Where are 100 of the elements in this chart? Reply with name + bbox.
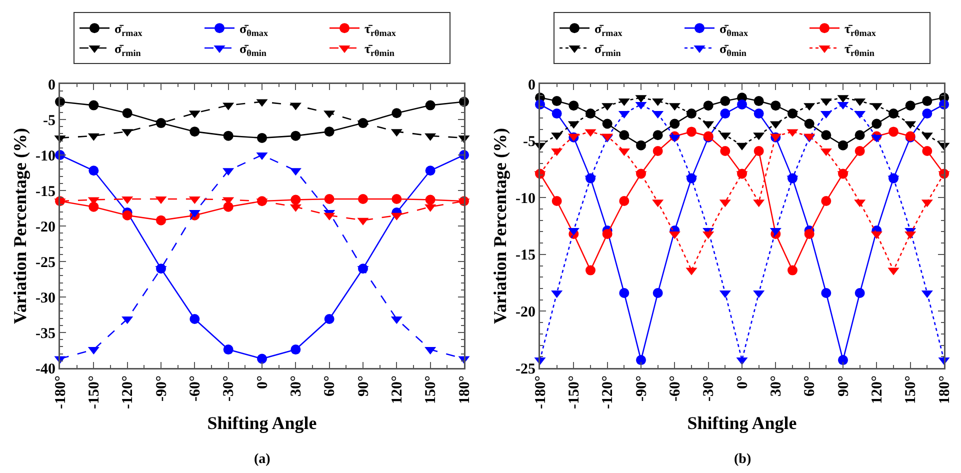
point bbox=[652, 288, 663, 298]
point bbox=[568, 100, 579, 111]
point bbox=[552, 196, 562, 206]
x-tick-label: -150° bbox=[86, 376, 103, 409]
y-tick-label: -5 bbox=[43, 112, 56, 129]
point bbox=[636, 140, 646, 150]
point bbox=[854, 130, 865, 140]
x-tick-label: 180° bbox=[936, 376, 953, 404]
point bbox=[888, 126, 898, 137]
point bbox=[720, 108, 730, 119]
x-tick-label: 0° bbox=[254, 376, 271, 389]
point bbox=[636, 355, 646, 366]
point bbox=[838, 140, 848, 150]
point bbox=[257, 354, 267, 364]
point bbox=[88, 166, 99, 176]
point bbox=[821, 288, 832, 298]
y-axis-title: Variation Percentage (%) bbox=[10, 128, 30, 324]
x-tick-label: -120° bbox=[600, 376, 616, 409]
point bbox=[324, 314, 334, 324]
point bbox=[223, 130, 234, 141]
point bbox=[190, 126, 200, 137]
y-axis-title: Variation Percentage (%) bbox=[490, 128, 510, 324]
point bbox=[425, 194, 436, 205]
x-tick-label: 150° bbox=[903, 376, 920, 404]
point bbox=[122, 108, 132, 118]
point bbox=[905, 100, 916, 111]
x-tick-label: 60° bbox=[322, 376, 338, 396]
point bbox=[922, 96, 932, 106]
y-tick-label: -15 bbox=[516, 248, 536, 264]
point bbox=[821, 196, 832, 206]
point bbox=[788, 265, 798, 276]
point bbox=[703, 100, 714, 111]
x-tick-label: 180° bbox=[456, 376, 473, 404]
point bbox=[223, 202, 234, 212]
point bbox=[223, 344, 234, 355]
point bbox=[804, 228, 814, 239]
point bbox=[190, 314, 200, 324]
point bbox=[770, 100, 781, 111]
x-tick-label: 90° bbox=[356, 376, 372, 396]
x-tick-label: 120° bbox=[870, 376, 886, 404]
point bbox=[358, 194, 368, 204]
point bbox=[652, 130, 663, 140]
point bbox=[392, 108, 402, 118]
point bbox=[425, 100, 436, 110]
x-tick-label: 90° bbox=[836, 376, 852, 396]
point bbox=[122, 210, 132, 220]
y-tick-label: -10 bbox=[36, 148, 56, 164]
point bbox=[257, 132, 267, 143]
point bbox=[290, 344, 301, 355]
point bbox=[652, 146, 663, 156]
point bbox=[552, 96, 562, 106]
point bbox=[854, 146, 865, 156]
x-axis-title: Shifting Angle bbox=[207, 412, 317, 433]
point bbox=[922, 108, 932, 119]
x-tick-label: -30° bbox=[701, 376, 718, 402]
x-tick-label: -90° bbox=[634, 376, 650, 402]
point bbox=[602, 228, 612, 239]
x-tick-label: -60° bbox=[668, 376, 684, 402]
point bbox=[602, 118, 612, 129]
x-tick-label: -180° bbox=[52, 376, 69, 409]
x-tick-label: -30° bbox=[221, 376, 238, 402]
point bbox=[754, 96, 764, 106]
point bbox=[552, 108, 562, 119]
x-axis-title: Shifting Angle bbox=[687, 412, 797, 433]
x-tick-label: 30° bbox=[768, 376, 785, 396]
y-tick-label: -20 bbox=[36, 219, 56, 236]
point bbox=[670, 118, 680, 129]
x-tick-label: -150° bbox=[566, 376, 583, 409]
x-tick-label: 30° bbox=[288, 376, 305, 396]
point bbox=[821, 130, 832, 140]
y-tick-label: -15 bbox=[36, 184, 56, 200]
point bbox=[619, 130, 630, 140]
point bbox=[619, 288, 630, 298]
y-tick-label: -25 bbox=[36, 254, 56, 271]
point bbox=[156, 215, 166, 226]
point bbox=[838, 355, 848, 366]
y-tick-label: -20 bbox=[516, 304, 536, 320]
point bbox=[290, 130, 301, 141]
point bbox=[720, 96, 730, 106]
y-tick-label: 0 bbox=[528, 77, 536, 94]
point bbox=[392, 194, 402, 204]
point bbox=[720, 146, 730, 156]
y-tick-label: -40 bbox=[36, 361, 56, 378]
x-tick-label: -90° bbox=[154, 376, 170, 402]
point bbox=[754, 146, 764, 156]
point bbox=[290, 194, 301, 205]
point bbox=[88, 202, 99, 212]
x-tick-label: 150° bbox=[423, 376, 440, 404]
point bbox=[324, 126, 334, 137]
y-tick-label: -5 bbox=[523, 134, 536, 150]
point bbox=[686, 126, 696, 137]
x-tick-label: -180° bbox=[532, 376, 549, 409]
text: (a) bbox=[254, 452, 271, 467]
x-tick-label: 60° bbox=[802, 376, 818, 396]
y-tick-label: -10 bbox=[516, 190, 536, 207]
point bbox=[586, 265, 596, 276]
point bbox=[872, 118, 882, 129]
point bbox=[854, 288, 865, 298]
point bbox=[619, 196, 630, 206]
y-tick-label: -35 bbox=[36, 326, 56, 342]
